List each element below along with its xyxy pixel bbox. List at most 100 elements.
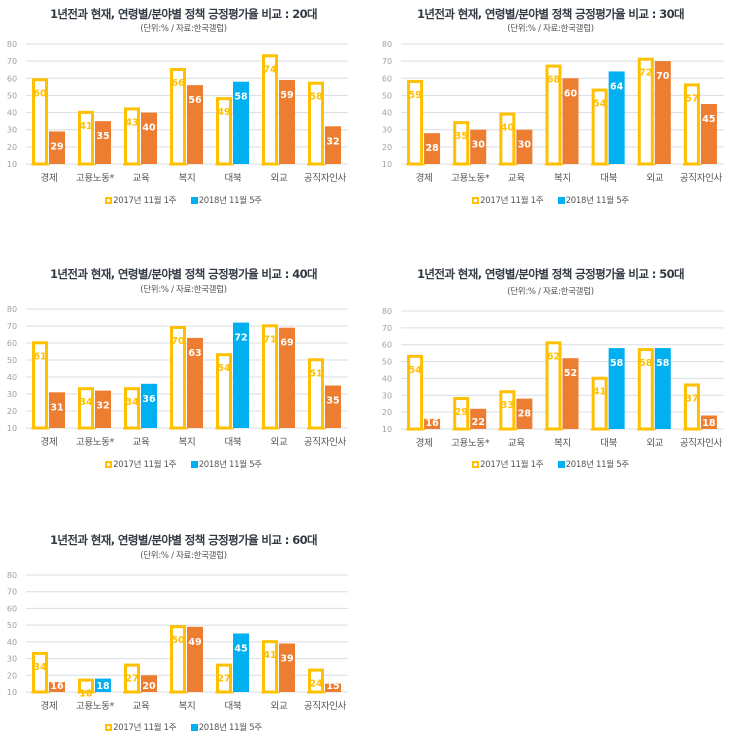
bar-2018 (516, 129, 533, 164)
data-label-2018: 35 (326, 396, 339, 407)
bar-2018 (279, 80, 295, 164)
y-tick-label: 50 (7, 621, 17, 630)
data-label-2017: 24 (309, 679, 323, 690)
category-label: 공직자인사 (304, 437, 347, 448)
chart-legend: 2017년 11월 1주 2018년 11월 5주 (367, 194, 734, 207)
data-label-2018: 45 (702, 114, 715, 125)
category-label: 경제 (416, 172, 433, 184)
data-label-2018: 58 (234, 92, 248, 103)
bar-2018 (700, 415, 717, 429)
legend-item-2017: 2017년 11월 1주 (472, 458, 544, 470)
data-label-2018: 49 (188, 637, 201, 648)
bar-2018 (700, 104, 717, 164)
legend-item-2018: 2018년 11월 5주 (190, 194, 262, 206)
y-tick-label: 40 (7, 373, 17, 382)
y-tick-label: 10 (7, 160, 17, 169)
data-label-2017: 29 (455, 407, 468, 418)
chart-subtitle: (단위:% / 자료:한국갤럽) (140, 551, 227, 561)
data-label-2017: 41 (593, 387, 606, 398)
category-label: 경제 (416, 437, 433, 449)
chart-plot: 10203040506070805928경제3530고용노동*4030교육686… (382, 40, 724, 184)
data-label-2017: 54 (593, 99, 607, 110)
category-label: 고용노동* (76, 437, 115, 448)
chart-subtitle: (단위:% / 자료:한국갤럽) (140, 285, 227, 295)
data-label-2017: 72 (639, 68, 652, 79)
chart-legend: 2017년 11월 1주 2018년 11월 5주 (367, 458, 734, 471)
data-label-2018: 63 (188, 348, 201, 359)
bar-2018 (608, 71, 625, 164)
bar-2018 (654, 61, 671, 165)
legend-item-2017: 2017년 11월 1주 (105, 721, 177, 733)
data-label-2018: 70 (656, 71, 670, 82)
data-label-2017: 58 (639, 358, 653, 369)
category-label: 대북 (225, 173, 242, 184)
category-label: 교육 (508, 173, 525, 184)
y-tick-label: 40 (7, 638, 17, 647)
data-label-2018: 18 (96, 681, 110, 692)
data-label-2018: 45 (234, 644, 247, 655)
data-label-2017: 41 (79, 121, 92, 132)
data-label-2018: 64 (610, 81, 624, 92)
category-label: 교육 (508, 438, 525, 449)
chart-panel-40s: 1년전과 현재, 연령별/분야별 정책 긍정평가율 비교 : 40대 (단위:%… (0, 0, 367, 480)
data-label-2018: 32 (96, 401, 109, 412)
bar-2018 (141, 112, 157, 164)
data-label-2018: 39 (280, 654, 293, 665)
category-label: 복지 (179, 437, 196, 448)
bar-2018 (49, 392, 65, 428)
bar-2018 (279, 643, 295, 692)
data-label-2017: 74 (263, 64, 277, 75)
y-tick-label: 60 (382, 341, 392, 350)
bar-2018 (95, 121, 111, 164)
chart-panel-50s: 1년전과 현재, 연령별/분야별 정책 긍정평가율 비교 : 50대 (단위:%… (367, 0, 734, 480)
bar-2018 (325, 126, 341, 164)
y-tick-label: 10 (7, 688, 17, 697)
bar-2018 (233, 322, 249, 428)
legend-label-2017: 2017년 11월 1주 (113, 723, 177, 733)
bar-2018 (325, 683, 341, 692)
y-tick-label: 50 (382, 358, 392, 367)
y-tick-label: 80 (382, 40, 392, 49)
bar-2018 (233, 633, 249, 692)
y-tick-label: 60 (7, 604, 17, 613)
y-tick-label: 30 (382, 391, 392, 400)
bar-2018 (187, 85, 203, 164)
data-label-2018: 32 (326, 136, 339, 147)
data-label-2017: 37 (685, 393, 698, 404)
y-tick-label: 60 (7, 74, 17, 83)
data-label-2018: 69 (280, 338, 293, 349)
category-label: 공직자인사 (680, 438, 723, 449)
y-tick-label: 10 (382, 425, 392, 434)
data-label-2018: 72 (234, 333, 247, 344)
bar-2018 (516, 398, 533, 429)
y-tick-label: 70 (382, 57, 392, 66)
legend-swatch-2018 (190, 723, 198, 731)
chart-subtitle: (단위:% / 자료:한국갤럽) (140, 24, 227, 34)
chart-title: 1년전과 현재, 연령별/분야별 정책 긍정평가율 비교 : 60대 (50, 533, 318, 547)
legend-item-2018: 2018년 11월 5주 (190, 721, 262, 733)
category-label: 경제 (41, 436, 58, 448)
y-tick-label: 70 (7, 322, 17, 331)
y-tick-label: 50 (7, 356, 17, 365)
bar-2018 (279, 327, 295, 428)
y-tick-label: 80 (7, 40, 17, 49)
data-label-2018: 28 (425, 143, 439, 154)
category-label: 경제 (41, 172, 58, 184)
data-label-2018: 29 (50, 141, 63, 152)
y-tick-label: 60 (382, 74, 392, 83)
legend-swatch-2017 (105, 196, 113, 204)
chart-title: 1년전과 현재, 연령별/분야별 정책 긍정평가율 비교 : 20대 (50, 7, 318, 21)
data-label-2018: 35 (96, 131, 109, 142)
y-tick-label: 20 (382, 408, 392, 417)
data-label-2017: 59 (408, 90, 421, 101)
bar-2018 (141, 383, 157, 428)
bar-2018 (141, 675, 157, 692)
legend-label-2018: 2018년 11월 5주 (565, 196, 629, 206)
legend-label-2017: 2017년 11월 1주 (113, 196, 177, 206)
legend-item-2017: 2017년 11월 1주 (105, 458, 177, 470)
bar-2018 (562, 78, 579, 164)
data-label-2018: 30 (472, 140, 486, 151)
category-label: 경제 (41, 700, 58, 712)
